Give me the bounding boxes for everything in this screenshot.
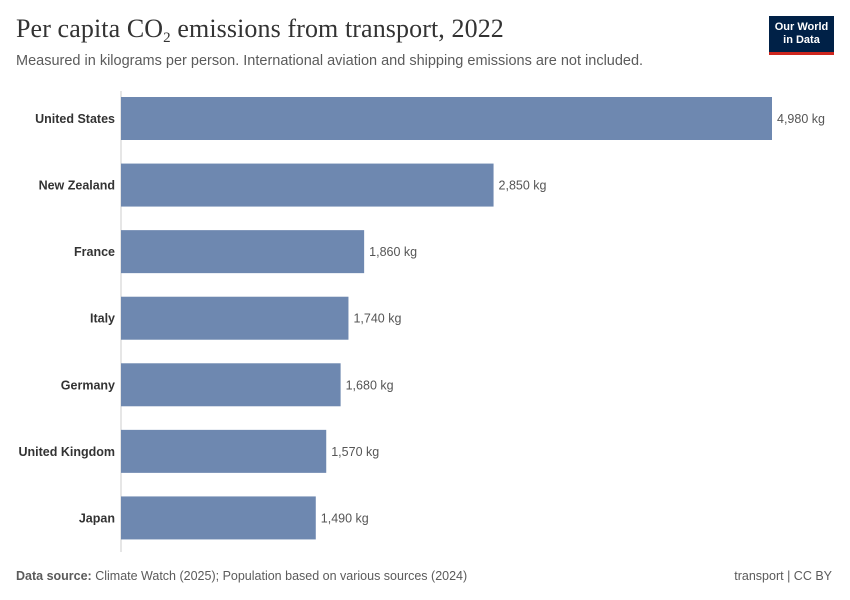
bar[interactable] xyxy=(121,97,772,140)
logo-line1: Our World xyxy=(774,21,829,33)
title-rest: emissions from transport, 2022 xyxy=(170,14,504,43)
value-label: 1,570 kg xyxy=(331,445,379,459)
owid-logo[interactable]: Our World in Data xyxy=(769,16,834,55)
category-label: United Kingdom xyxy=(18,445,115,459)
category-label: Italy xyxy=(90,312,115,326)
bar[interactable] xyxy=(121,230,365,274)
bar[interactable] xyxy=(121,496,316,540)
value-label: 2,850 kg xyxy=(499,179,547,193)
category-label: Germany xyxy=(61,378,115,392)
chart-subtitle: Measured in kilograms per person. Intern… xyxy=(16,53,644,69)
category-label: New Zealand xyxy=(39,179,115,193)
value-label: 1,860 kg xyxy=(369,245,417,259)
category-label: Japan xyxy=(79,511,115,525)
bar[interactable] xyxy=(121,363,341,407)
value-label: 1,740 kg xyxy=(353,312,401,326)
logo-line2: in Data xyxy=(783,34,820,46)
value-label: 4,980 kg xyxy=(777,112,825,126)
license-text[interactable]: transport | CC BY xyxy=(734,569,832,583)
bar[interactable] xyxy=(121,429,327,473)
category-label: France xyxy=(74,245,115,259)
bar[interactable] xyxy=(121,163,494,207)
category-label: United States xyxy=(35,112,115,126)
title-subscript: 2 xyxy=(163,30,171,46)
title-main: Per capita CO xyxy=(16,14,164,43)
data-source-label: Data source: xyxy=(16,569,92,583)
data-source-text[interactable]: Climate Watch (2025); Population based o… xyxy=(91,569,468,583)
value-label: 1,490 kg xyxy=(321,511,369,525)
data-source: Data source: Climate Watch (2025); Popul… xyxy=(16,569,467,583)
bar[interactable] xyxy=(121,296,349,340)
chart-title: Per capita CO2 emissions from transport,… xyxy=(16,14,504,46)
value-label: 1,680 kg xyxy=(346,378,394,392)
